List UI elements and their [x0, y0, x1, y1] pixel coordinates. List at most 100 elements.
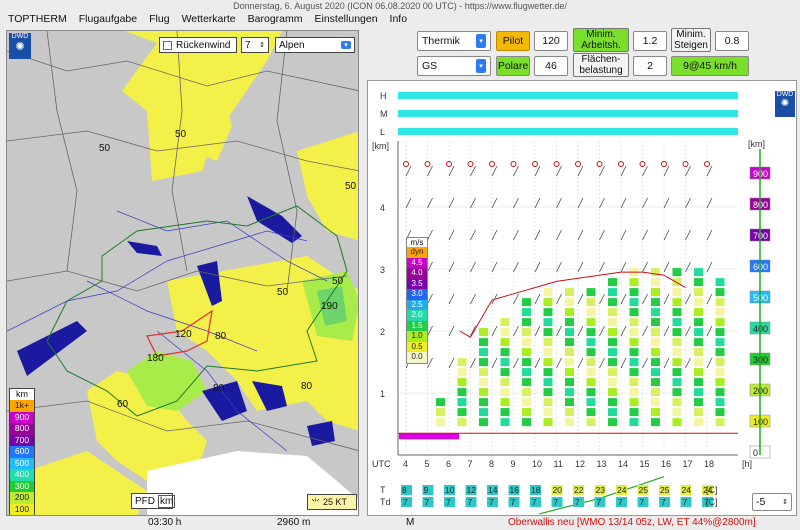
thermal-cell — [586, 288, 596, 297]
mode-select[interactable]: Thermik ▾ — [417, 31, 491, 51]
thermal-cell — [715, 378, 725, 387]
thermal-cell — [672, 328, 682, 337]
stepper-icon[interactable]: ⇕ — [259, 42, 265, 49]
wind-barb — [620, 261, 627, 273]
climb-legend-title: m/s — [410, 238, 424, 247]
contour-label: 50 — [332, 276, 344, 287]
wind-barb — [448, 197, 455, 209]
menu-toptherm[interactable]: TOPTHERM — [8, 13, 67, 25]
min-steigen-button[interactable]: Minim. Steigen — [671, 28, 711, 52]
thermal-cell — [672, 368, 682, 377]
chevron-down-icon[interactable]: ▾ — [476, 34, 486, 48]
climb-line — [539, 476, 665, 515]
thermal-cell — [672, 378, 682, 387]
thermal-cell — [522, 398, 531, 407]
wind-barb — [685, 357, 691, 369]
min-arbeitsh-field[interactable]: 1.2 — [633, 31, 667, 51]
rueckenwind-stepper[interactable]: 7 ⇕ — [241, 37, 269, 53]
menu-barogramm[interactable]: Barogramm — [247, 13, 303, 25]
wind-barb — [706, 357, 713, 369]
status-distance: 2960 m — [277, 517, 311, 528]
menu-flug[interactable]: Flug — [149, 13, 170, 25]
wind-barb — [663, 325, 670, 337]
wind-barb — [427, 357, 433, 369]
wind-barb — [663, 293, 670, 305]
td-value: 7 — [425, 497, 430, 507]
td-value: 7 — [403, 497, 408, 507]
thermal-cell — [715, 398, 725, 407]
t-unit: [C] — [706, 485, 718, 495]
map-canvas[interactable] — [7, 31, 359, 516]
flaechen-button[interactable]: Flächen- belastung — [573, 53, 629, 77]
offset-stepper[interactable]: -5 ⇕ — [752, 493, 792, 511]
td-value: 7 — [661, 497, 666, 507]
x-tick-label: 4 — [403, 459, 408, 469]
thermal-cell — [479, 418, 488, 427]
t-cell — [616, 485, 627, 495]
pilot-button[interactable]: Pilot — [496, 31, 530, 51]
boundary-layer-line — [459, 271, 686, 338]
climb-legend-entry: 3.0 — [407, 289, 427, 300]
wind-barb — [427, 261, 433, 273]
menu-wetterkarte[interactable]: Wetterkarte — [181, 13, 236, 25]
thermal-cell — [565, 368, 574, 377]
thermal-cell — [457, 388, 467, 397]
wind-barb — [577, 165, 584, 177]
thermal-cell — [608, 398, 617, 407]
thermal-cell — [694, 268, 703, 277]
polare-label: Polare — [497, 60, 529, 72]
thermal-cell — [672, 318, 682, 327]
wind-barb — [642, 357, 648, 369]
thermal-cell — [651, 378, 660, 387]
pilot-field[interactable]: 120 — [534, 31, 568, 51]
meteogram[interactable]: H M L [km] 4 3 2 1 4 5 6 7 8 9 10 11 12 13 14 15 16 17 18 UTC [h… — [367, 80, 797, 516]
pilot-value: 120 — [542, 35, 560, 47]
lake — [247, 196, 302, 243]
region-select[interactable]: Alpen ▾ — [275, 37, 355, 53]
wind-barb — [599, 325, 605, 337]
polare-button[interactable]: Polare — [496, 56, 530, 76]
pfd-unit[interactable]: km — [158, 494, 176, 508]
min-steigen-field[interactable]: 0.8 — [715, 31, 749, 51]
polare-field[interactable]: 46 — [534, 56, 568, 76]
checkbox-icon[interactable] — [163, 40, 172, 50]
menu-einstellungen[interactable]: Einstellungen — [314, 13, 378, 25]
status-mode: M — [406, 517, 415, 528]
thermal-cell — [715, 408, 725, 417]
wind-barb — [470, 261, 476, 273]
td-value: 7 — [683, 497, 688, 507]
thermal-cell — [608, 298, 617, 307]
chevron-down-icon[interactable]: ▾ — [476, 59, 486, 73]
chevron-down-icon[interactable]: ▾ — [341, 41, 351, 49]
stepper-icon[interactable]: ⇕ — [782, 499, 788, 506]
t-value: 24 — [617, 485, 627, 495]
pfd-toggle[interactable]: PFD km — [131, 493, 176, 509]
thermal-cell — [672, 418, 682, 427]
thermal-cell — [629, 338, 639, 347]
td-cell — [551, 497, 563, 507]
menu-info[interactable]: Info — [389, 13, 408, 25]
thermal-map[interactable]: DWD ✺ Rückenwind 7 ⇕ Alpen ▾ 50 50 50 50… — [6, 30, 359, 516]
thermal-cell — [629, 278, 639, 287]
td-cell — [530, 497, 541, 507]
thermal-cell — [694, 418, 703, 427]
thermal-cell — [651, 318, 660, 327]
wind-barb — [470, 229, 476, 241]
thermal-cell — [629, 408, 639, 417]
rueckenwind-checkbox[interactable]: Rückenwind — [159, 37, 237, 53]
thermal-cell — [457, 368, 467, 377]
wind-barb — [448, 357, 455, 369]
wind-barb — [642, 261, 648, 273]
wind-barb — [706, 261, 713, 273]
glider-select[interactable]: GS ▾ — [417, 56, 491, 76]
menu-flugaufgabe[interactable]: Flugaufgabe — [78, 13, 138, 25]
wind-barb — [556, 261, 562, 273]
thermal-cell — [586, 388, 596, 397]
cloud-base-marker — [618, 161, 624, 167]
min-arbeitsh-button[interactable]: Minim. Arbeitsh. — [573, 28, 629, 52]
flaechen-field[interactable]: 2 — [633, 56, 667, 76]
wind-barb — [534, 357, 541, 369]
t-value: 8 — [402, 485, 407, 495]
wind-barb — [642, 325, 648, 337]
